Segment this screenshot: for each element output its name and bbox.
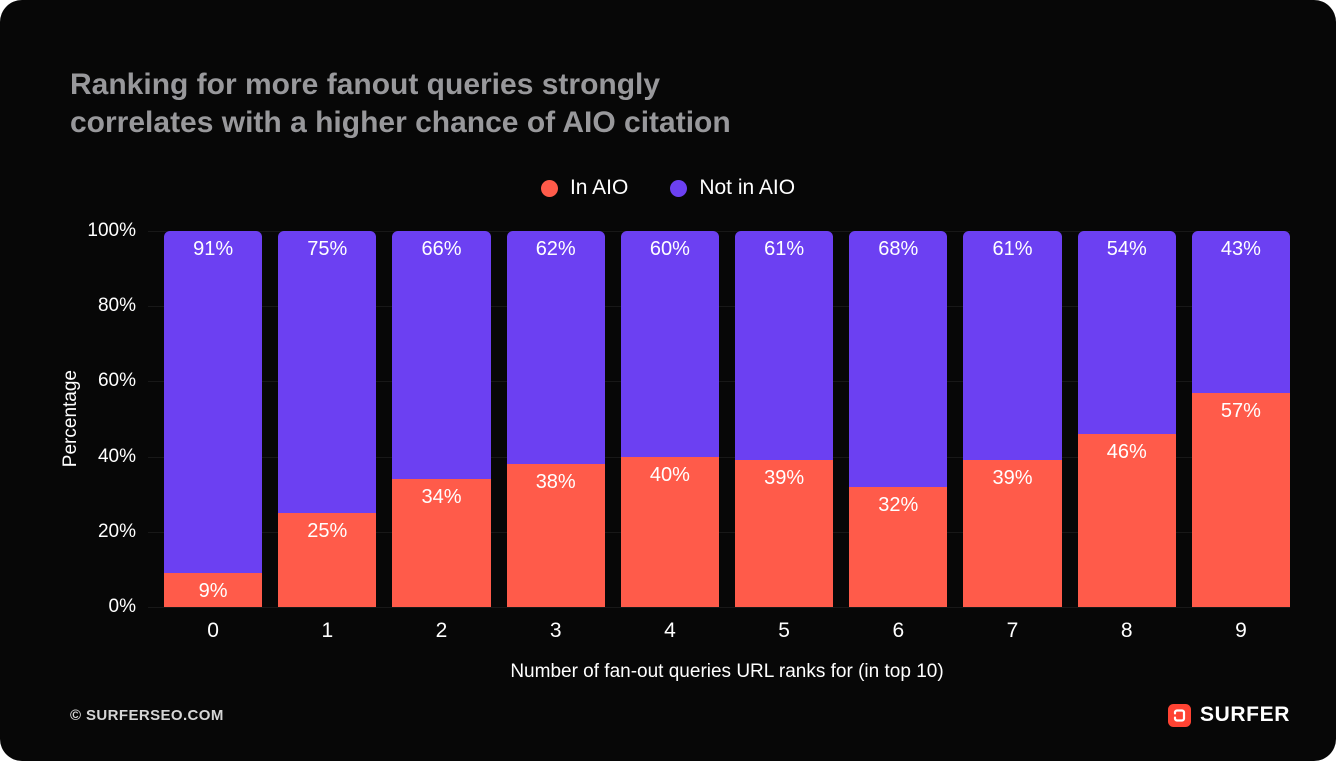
x-axis-title: Number of fan-out queries URL ranks for … [510, 661, 944, 682]
bar: 66% 34% [392, 231, 491, 607]
bar: 54% 46% [1077, 231, 1176, 607]
chart: Percentage 100% 80% 60% 40% 20% 0% 91% 9% 75% 25… [58, 220, 1291, 683]
copyright-text: © SURFERSEO.COM [70, 706, 224, 724]
legend-dot-not-in-aio [670, 179, 688, 197]
footer: © SURFERSEO.COM SURFER [70, 703, 1290, 727]
brand-logo: SURFER [1168, 703, 1290, 727]
x-tick-label: 3 [549, 619, 562, 642]
bar-segment-in-aio: 32% [849, 486, 948, 607]
bar: 60% 40% [620, 231, 720, 607]
bar-value-label: 62% [535, 238, 576, 260]
y-axis-title: Percentage [58, 231, 84, 607]
x-labels: 0 1 2 3 4 5 6 7 8 9 [148, 619, 1290, 643]
bar-value-label: 66% [421, 238, 462, 260]
bar: 68% 32% [849, 231, 948, 607]
bars: 91% 9% 75% 25% 66% 34% 62% 38% 60% 40% 61% 39% 68% 32… [148, 231, 1291, 607]
legend-label-in-aio: In AIO [569, 176, 629, 199]
bar: 75% 25% [278, 231, 377, 607]
bar-segment-not-in-aio: 68% [849, 231, 948, 487]
plot-column: 91% 9% 75% 25% 66% 34% 62% 38% 60% 40% 61% 39% 68% 32… [148, 231, 1291, 683]
bar-value-label: 91% [193, 238, 234, 260]
x-tick-label: 9 [1235, 619, 1247, 642]
y-tick-label: 0% [108, 596, 136, 617]
legend-dot-in-aio [540, 179, 558, 197]
y-tick-label: 80% [97, 295, 136, 317]
bar-value-label: 39% [992, 467, 1033, 490]
bar-segment-in-aio: 39% [963, 460, 1062, 607]
page-title: Ranking for more fanout queries strongly… [70, 66, 731, 142]
bar: 62% 38% [506, 231, 605, 607]
bar-segment-not-in-aio: 66% [392, 231, 491, 480]
bar-value-label: 40% [649, 463, 690, 486]
bar-segment-not-in-aio: 62% [506, 231, 605, 465]
bar-segment-in-aio: 9% [164, 573, 263, 607]
bar-value-label: 38% [535, 471, 576, 494]
y-tick-label: 40% [97, 445, 136, 467]
bar-segment-not-in-aio: 61% [963, 231, 1062, 461]
legend: In AIO Not in AIO [0, 176, 1336, 200]
bar-value-label: 46% [1106, 441, 1147, 464]
legend-label-not-in-aio: Not in AIO [699, 176, 796, 199]
bar-segment-not-in-aio: 60% [620, 231, 720, 457]
bar-value-label: 25% [307, 520, 348, 542]
x-tick-label: 0 [207, 619, 219, 642]
x-tick-label: 8 [1120, 619, 1133, 642]
bar-value-label: 75% [307, 238, 348, 260]
bar-segment-in-aio: 34% [392, 479, 491, 607]
gridline [148, 231, 1290, 232]
x-tick-label: 7 [1006, 619, 1019, 642]
bar-segment-in-aio: 25% [278, 513, 377, 607]
bar-value-label: 68% [878, 238, 919, 260]
gridline [148, 607, 1290, 608]
bar-value-label: 9% [198, 580, 228, 603]
bar: 91% 9% [164, 231, 263, 607]
bar-segment-in-aio: 40% [620, 456, 720, 607]
x-tick-label: 5 [778, 619, 790, 642]
bar-segment-not-in-aio: 54% [1077, 231, 1176, 435]
legend-item-not-in-aio: Not in AIO [670, 176, 795, 200]
bar-segment-not-in-aio: 91% [164, 231, 263, 574]
bar-value-label: 39% [764, 467, 805, 490]
bar-value-label: 61% [764, 238, 805, 260]
bar-value-label: 54% [1106, 238, 1147, 260]
bar-value-label: 60% [649, 238, 690, 260]
bar-segment-not-in-aio: 61% [735, 231, 834, 461]
y-axis-title-text: Percentage [60, 370, 81, 468]
bar-segment-not-in-aio: 43% [1191, 231, 1291, 393]
plot-area: 91% 9% 75% 25% 66% 34% 62% 38% 60% 40% 61% 39% 68% 32… [148, 231, 1291, 608]
title-line-2: correlates with a higher chance of AIO c… [70, 106, 731, 139]
bar-value-label: 57% [1220, 399, 1261, 422]
bar: 61% 39% [963, 231, 1062, 607]
bar-value-label: 43% [1220, 238, 1261, 260]
x-tick-label: 6 [892, 619, 905, 642]
y-tick-label: 20% [97, 520, 136, 542]
bar-segment-in-aio: 46% [1077, 434, 1176, 607]
bar-segment-in-aio: 57% [1191, 392, 1291, 607]
bar: 61% 39% [735, 231, 834, 607]
bar-segment-in-aio: 38% [506, 464, 605, 607]
bar-segment-in-aio: 39% [735, 460, 834, 607]
bar-segment-not-in-aio: 75% [278, 231, 377, 513]
x-tick-label: 1 [321, 619, 334, 642]
brand-name: SURFER [1200, 703, 1290, 726]
y-tick-label: 60% [97, 370, 136, 392]
x-tick-label: 4 [664, 619, 676, 642]
y-ticks: 100% 80% 60% 40% 20% 0% [84, 220, 148, 617]
bar-value-label: 32% [878, 493, 919, 516]
bar-value-label: 61% [992, 238, 1033, 260]
title-line-1: Ranking for more fanout queries strongly [70, 68, 661, 101]
x-tick-label: 2 [435, 619, 448, 642]
legend-item-in-aio: In AIO [540, 176, 629, 200]
surfer-logo-icon [1168, 703, 1192, 727]
bar: 43% 57% [1191, 231, 1291, 607]
bar-value-label: 34% [421, 486, 462, 509]
y-tick-label: 100% [87, 220, 136, 241]
